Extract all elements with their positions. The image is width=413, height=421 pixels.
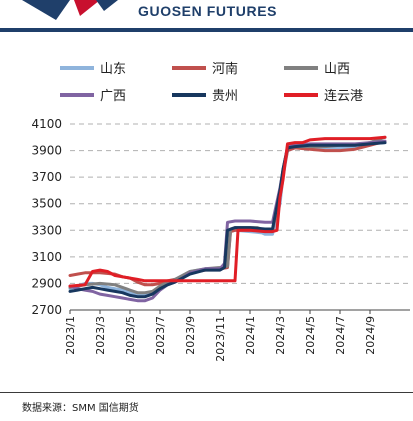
legend-label: 河南 [212, 61, 238, 77]
legend-label: 贵州 [212, 89, 238, 104]
x-tick-label: 2024/1 [244, 316, 257, 355]
x-tick-label: 2023/7 [154, 316, 167, 355]
series-line [68, 135, 387, 288]
series-line [68, 141, 387, 299]
source-note: 数据来源：SMM 国信期货 [22, 403, 139, 414]
legend-label: 连云港 [324, 88, 363, 104]
x-tick-label: 2023/11 [214, 316, 227, 362]
y-tick-label: 4100 [31, 117, 62, 131]
x-tick-label: 2023/9 [184, 316, 197, 355]
series-lines [68, 135, 387, 303]
y-tick-label: 3500 [31, 197, 62, 211]
x-tick-label: 2023/3 [94, 316, 107, 355]
y-tick-label: 3100 [31, 250, 62, 264]
x-tick-label: 2024/7 [334, 316, 347, 355]
y-tick-label: 2700 [31, 303, 62, 317]
x-tick-label: 2024/5 [304, 316, 317, 355]
y-tick-label: 2900 [31, 276, 62, 290]
series-line [68, 135, 387, 295]
y-tick-label: 3300 [31, 223, 62, 237]
x-tick-label: 2023/1 [64, 316, 77, 355]
y-axis: 2700 2900 3100 3300 3500 3700 3900 4100 [31, 117, 62, 317]
y-tick-label: 3900 [31, 144, 62, 158]
x-tick-label: 2023/5 [124, 316, 137, 355]
header-divider [0, 28, 413, 32]
x-tick-label: 2024/9 [364, 316, 377, 355]
y-tick-label: 3700 [31, 170, 62, 184]
series-line [68, 141, 387, 296]
footer-divider [0, 392, 413, 393]
x-tick-label: 2024/3 [274, 316, 287, 355]
legend-label: 山东 [100, 62, 126, 77]
legend-label: 广西 [100, 89, 126, 104]
legend-label: 山西 [324, 62, 350, 77]
x-axis: 2023/1 2023/3 2023/5 2023/7 2023/9 2023/11 202… [64, 309, 410, 362]
brand-name: GUOSEN FUTURES [138, 3, 278, 19]
header: GUOSEN FUTURES [0, 0, 413, 34]
guosen-logo-icon [22, 0, 118, 20]
